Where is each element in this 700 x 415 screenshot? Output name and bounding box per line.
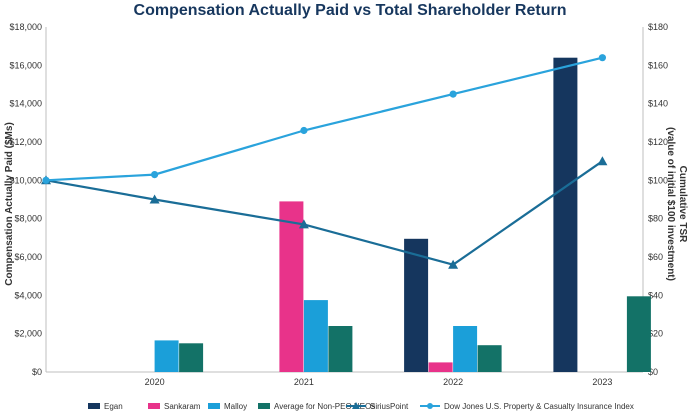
x-tick-label: 2023 bbox=[592, 377, 612, 387]
x-tick-label: 2020 bbox=[145, 377, 165, 387]
y2-tick-label: $0 bbox=[648, 367, 658, 377]
y2-axis-label-line1: Cumulative TSR bbox=[677, 166, 688, 243]
legend-label: Sankaram bbox=[164, 402, 201, 411]
lines bbox=[41, 54, 608, 269]
y-tick-label: $8,000 bbox=[14, 214, 42, 224]
y2-tick-label: $40 bbox=[648, 290, 663, 300]
y-tick-label: $0 bbox=[32, 367, 42, 377]
chart-title: Compensation Actually Paid vs Total Shar… bbox=[134, 2, 567, 19]
y-tick-label: $12,000 bbox=[9, 137, 42, 147]
bar bbox=[303, 300, 328, 372]
y2-tick-label: $60 bbox=[648, 252, 663, 262]
y2-tick-label: $100 bbox=[648, 175, 668, 185]
bar bbox=[154, 340, 179, 372]
line-point bbox=[597, 156, 608, 166]
y2-tick-label: $120 bbox=[648, 137, 668, 147]
x-tick-label: 2021 bbox=[294, 377, 314, 387]
line-point bbox=[151, 171, 159, 179]
legend-label: Malloy bbox=[224, 402, 247, 411]
line-point bbox=[449, 90, 457, 98]
y2-axis-label-line2: (value of initial $100 investment) bbox=[665, 127, 676, 281]
legend-marker bbox=[427, 403, 433, 409]
right-axis-ticks: $0 $20 $40 $60 $80 $100 $120 $140 $160 $180 bbox=[648, 22, 668, 377]
y-tick-label: $14,000 bbox=[9, 99, 42, 109]
legend-swatch bbox=[258, 403, 270, 409]
legend-label: SiriusPoint bbox=[370, 402, 409, 411]
y-tick-label: $18,000 bbox=[9, 22, 42, 32]
legend-swatch bbox=[208, 403, 220, 409]
y-axis-label: Compensation Actually Paid ($Ms) bbox=[4, 122, 15, 286]
y2-tick-label: $180 bbox=[648, 22, 668, 32]
y2-tick-label: $20 bbox=[648, 329, 663, 339]
x-axis-ticks: 2020 2021 2022 2023 bbox=[145, 377, 613, 387]
left-axis-ticks: $0 $2,000 $4,000 $6,000 $8,000 $10,000 $12,000… bbox=[9, 22, 42, 377]
bars bbox=[154, 57, 651, 373]
y2-tick-label: $80 bbox=[648, 214, 663, 224]
legend-swatch bbox=[148, 403, 160, 409]
line-point bbox=[298, 219, 309, 229]
y-tick-label: $4,000 bbox=[14, 290, 42, 300]
bar bbox=[428, 362, 453, 372]
bar bbox=[453, 326, 478, 372]
line-point bbox=[149, 194, 160, 204]
legend-swatch bbox=[88, 403, 100, 409]
bar bbox=[404, 238, 429, 372]
legend-label: Average for Non-PEO NEOs bbox=[274, 402, 375, 411]
x-tick-label: 2022 bbox=[443, 377, 463, 387]
bar bbox=[553, 57, 578, 372]
line-point bbox=[42, 176, 50, 184]
legend-label: Dow Jones U.S. Property & Casualty Insur… bbox=[444, 402, 634, 411]
line-point bbox=[300, 126, 308, 135]
legend: Egan Sankaram Malloy Average for Non-PEO NE… bbox=[88, 402, 634, 411]
y2-tick-label: $160 bbox=[648, 60, 668, 70]
y-tick-label: $6,000 bbox=[14, 252, 42, 262]
bar bbox=[279, 201, 304, 372]
legend-marker bbox=[352, 402, 360, 409]
y-tick-label: $10,000 bbox=[9, 175, 42, 185]
y2-tick-label: $140 bbox=[648, 99, 668, 109]
bar bbox=[626, 296, 651, 372]
bar bbox=[477, 345, 502, 372]
line-point bbox=[598, 54, 607, 62]
series-line bbox=[45, 56, 603, 182]
y-tick-label: $16,000 bbox=[9, 60, 42, 70]
bar bbox=[328, 326, 353, 372]
y-tick-label: $2,000 bbox=[14, 329, 42, 339]
line-point bbox=[448, 259, 459, 269]
legend-label: Egan bbox=[104, 402, 123, 411]
bar bbox=[179, 343, 204, 373]
